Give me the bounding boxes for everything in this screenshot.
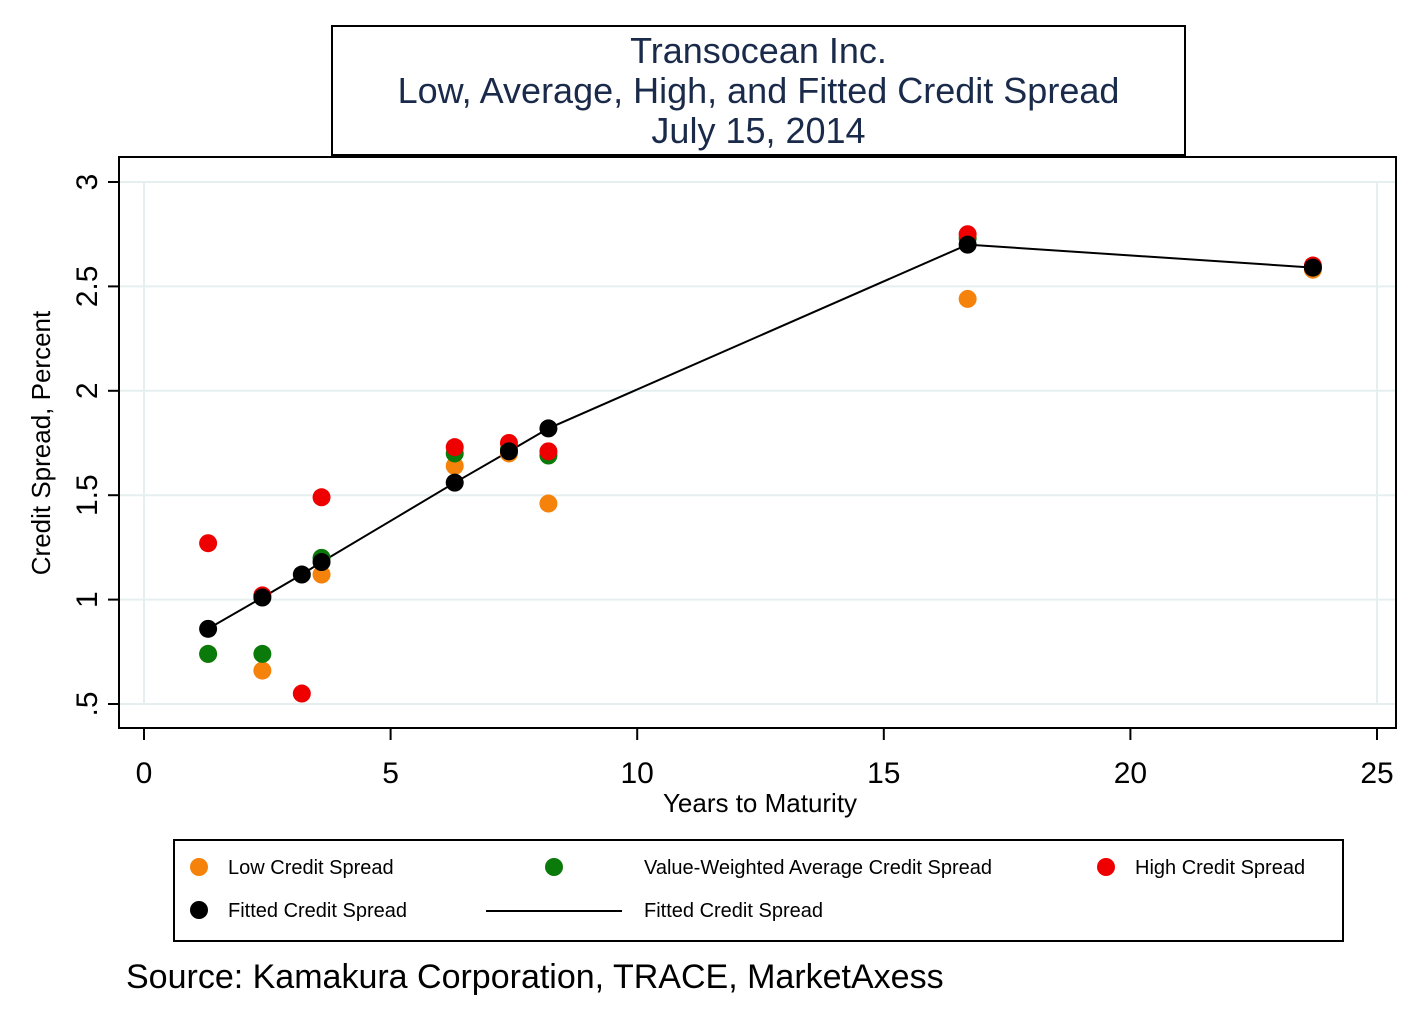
chart-title-box: Transocean Inc. Low, Average, High, and … [331, 25, 1186, 156]
legend-label-fitted-dot: Fitted Credit Spread [228, 900, 407, 922]
legend-label-fitted-line: Fitted Credit Spread [644, 900, 823, 922]
average-spread-point [253, 644, 272, 663]
fitted-spread-point [253, 588, 272, 607]
legend-label-low: Low Credit Spread [228, 857, 394, 879]
fitted-spread-point [312, 553, 331, 572]
high-spread-point [445, 438, 464, 457]
legend: Low Credit Spread Value-Weighted Average… [173, 839, 1344, 942]
fitted-spread-point [499, 442, 518, 461]
legend-marker-low [190, 858, 208, 876]
y-tick-label: 1.5 [71, 474, 104, 516]
y-tick-label: .5 [71, 691, 104, 716]
fitted-spread-point [958, 235, 977, 254]
fitted-spread-point [1303, 258, 1322, 277]
y-tick-label: 1 [71, 591, 104, 608]
plot-frame [118, 156, 1397, 729]
legend-label-average: Value-Weighted Average Credit Spread [644, 857, 992, 879]
legend-marker-fitted-line [486, 910, 622, 912]
chart-title-line-2: Low, Average, High, and Fitted Credit Sp… [397, 69, 1120, 111]
legend-marker-average [545, 858, 563, 876]
y-tick-label: 3 [71, 174, 104, 191]
low-spread-point [539, 494, 558, 513]
high-spread-point [312, 488, 331, 507]
legend-label-high: High Credit Spread [1135, 857, 1306, 879]
y-tick-label: 2.5 [71, 266, 104, 308]
x-tick-label: 10 [621, 757, 654, 790]
x-axis-title: Years to Maturity [663, 788, 857, 818]
high-spread-point [292, 684, 311, 703]
high-spread-point [539, 442, 558, 461]
low-spread-point [253, 661, 272, 680]
x-tick-label: 25 [1360, 757, 1393, 790]
x-tick-label: 20 [1114, 757, 1147, 790]
chart-title-line-3: July 15, 2014 [651, 109, 866, 151]
x-tick-label: 15 [867, 757, 900, 790]
low-spread-point [958, 289, 977, 308]
low-spread-point [312, 565, 331, 584]
high-spread-point [199, 534, 218, 553]
fitted-spread-point [445, 473, 464, 492]
low-spread-point [445, 456, 464, 475]
source-note: Source: Kamakura Corporation, TRACE, Mar… [126, 958, 944, 996]
x-tick-label: 0 [136, 757, 153, 790]
average-spread-point [199, 644, 218, 663]
legend-marker-fitted-dot [190, 901, 208, 919]
chart-title-line-1: Transocean Inc. [630, 29, 887, 71]
fitted-spread-point [199, 619, 218, 638]
y-axis-title: Credit Spread, Percent [26, 310, 56, 575]
x-tick-label: 5 [382, 757, 399, 790]
fitted-spread-point [539, 419, 558, 438]
fitted-spread-point [292, 565, 311, 584]
legend-marker-high [1097, 858, 1115, 876]
y-tick-label: 2 [71, 382, 104, 399]
